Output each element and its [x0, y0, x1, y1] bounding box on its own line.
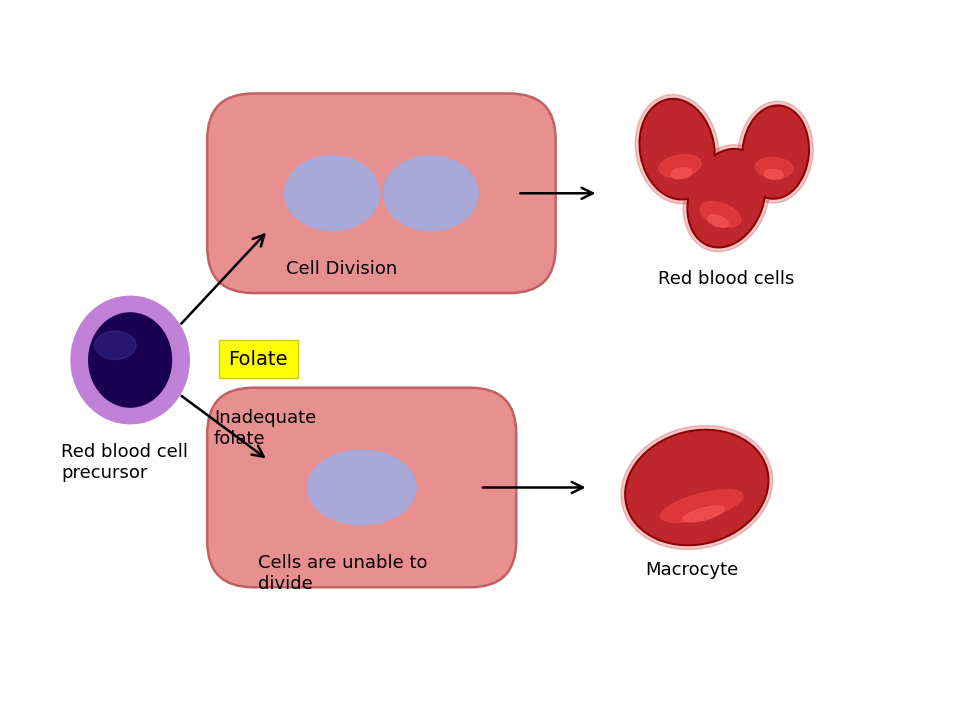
- Ellipse shape: [708, 215, 728, 228]
- Text: Red blood cells: Red blood cells: [659, 270, 795, 288]
- Ellipse shape: [684, 506, 725, 522]
- Ellipse shape: [660, 490, 743, 522]
- Ellipse shape: [95, 331, 136, 359]
- FancyBboxPatch shape: [207, 387, 516, 588]
- Ellipse shape: [285, 156, 379, 230]
- Ellipse shape: [71, 296, 189, 424]
- Ellipse shape: [744, 107, 807, 197]
- Ellipse shape: [625, 429, 769, 546]
- Ellipse shape: [660, 155, 701, 178]
- Ellipse shape: [684, 145, 770, 252]
- Ellipse shape: [671, 168, 692, 179]
- Ellipse shape: [700, 202, 741, 227]
- Ellipse shape: [689, 150, 764, 246]
- Text: Cell Division: Cell Division: [286, 260, 397, 278]
- Ellipse shape: [639, 99, 715, 199]
- Bar: [219, 341, 298, 378]
- FancyBboxPatch shape: [207, 94, 556, 293]
- Text: Red blood cell
precursor: Red blood cell precursor: [61, 444, 188, 482]
- Ellipse shape: [742, 105, 809, 199]
- Ellipse shape: [687, 148, 766, 248]
- Ellipse shape: [88, 313, 172, 407]
- Ellipse shape: [627, 431, 767, 544]
- Ellipse shape: [764, 169, 783, 179]
- Ellipse shape: [636, 94, 719, 204]
- Text: Folate: Folate: [228, 349, 288, 369]
- Text: Cells are unable to
divide: Cells are unable to divide: [258, 554, 428, 593]
- Ellipse shape: [383, 156, 478, 230]
- Ellipse shape: [641, 101, 713, 198]
- Text: Inadequate
folate: Inadequate folate: [214, 409, 316, 448]
- Text: Macrocyte: Macrocyte: [645, 561, 738, 579]
- Ellipse shape: [307, 450, 416, 525]
- Ellipse shape: [621, 426, 773, 549]
- Ellipse shape: [738, 102, 813, 203]
- Ellipse shape: [756, 158, 793, 178]
